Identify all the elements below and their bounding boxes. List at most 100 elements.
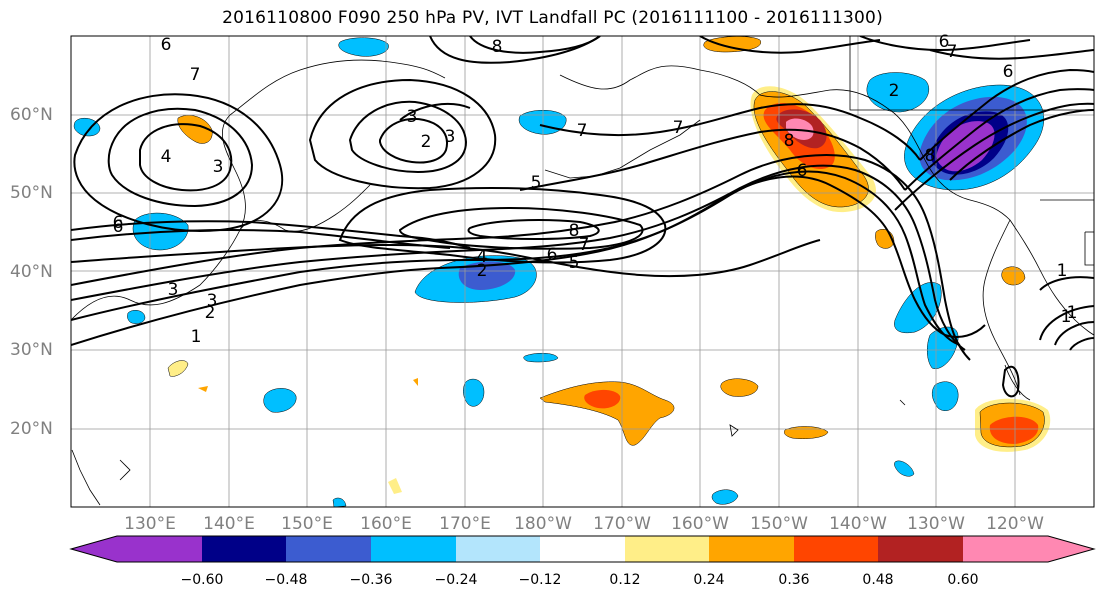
contour-label: 4 (161, 147, 172, 167)
lon-label: 150°E (281, 514, 333, 534)
lon-label: 130°W (907, 514, 965, 534)
contour-line (139, 123, 233, 192)
contour-line (469, 36, 601, 54)
positive-anomaly-patch (388, 478, 402, 494)
contour-label: 3 (445, 127, 456, 147)
colorbar-bin (540, 536, 625, 562)
coastlines (71, 36, 1094, 506)
contour-line (919, 68, 1094, 161)
contour-line (539, 103, 921, 161)
contour-label: 2 (477, 261, 488, 281)
positive-anomaly-patch (989, 416, 1039, 444)
contour-line (1039, 276, 1094, 291)
colorbar-bin (625, 536, 709, 562)
contour-label: 8 (569, 221, 580, 241)
colorbar-extension-low (71, 536, 117, 562)
negative-anomaly-patch (463, 378, 485, 407)
contour-line (379, 118, 448, 164)
contour-label: 3 (213, 157, 224, 177)
contour-label: 7 (947, 42, 958, 62)
contour-label: 5 (531, 173, 542, 193)
contour-label: 6 (547, 245, 558, 265)
negative-anomaly-patch (332, 497, 347, 507)
negative-anomaly-patch (458, 261, 516, 290)
lon-label: 160°E (360, 514, 412, 534)
contour-line (71, 164, 966, 351)
contour-label: 7 (673, 118, 684, 138)
contour-line (1069, 337, 1094, 351)
colorbar-bin (202, 536, 286, 562)
lat-label: 50°N (10, 183, 53, 203)
contour-line (467, 219, 600, 240)
colorbar-outline (69, 535, 1096, 563)
colorbar-bin (371, 536, 456, 562)
contour-label: 6 (939, 32, 950, 52)
negative-anomaly-patch (338, 37, 389, 57)
contour-line (519, 128, 906, 191)
colorbar-bin (963, 536, 1048, 562)
contour-line (904, 88, 1094, 191)
contour-label: 7 (190, 65, 201, 85)
colorbar-bin (878, 536, 963, 562)
positive-anomaly-patch (784, 426, 829, 439)
contour-label: 3 (168, 280, 179, 300)
negative-anomaly-patch (73, 117, 101, 137)
contour-line (71, 220, 471, 249)
contour-line (398, 206, 644, 250)
negative-anomaly-patch (894, 282, 942, 334)
lat-label: 20°N (10, 419, 53, 439)
contour-label: 2 (205, 303, 216, 323)
lon-label: 140°E (203, 514, 255, 534)
map-title: 2016110800 F090 250 hPa PV, IVT Landfall… (222, 8, 883, 28)
negative-anomaly-patch (127, 310, 146, 324)
contour-line (859, 36, 1031, 52)
contour-label: 7 (579, 235, 590, 255)
lat-label: 30°N (10, 340, 53, 360)
colorbar-extension-high (1048, 536, 1094, 562)
negative-anomaly-patch (263, 388, 297, 413)
contour-label: 2 (889, 81, 900, 101)
contour-line (1001, 365, 1020, 398)
contour-line (1054, 321, 1094, 346)
lon-label: 180°W (514, 514, 572, 534)
positive-anomaly-patch (584, 389, 621, 409)
colorbar-bin (456, 536, 540, 562)
contour-line (399, 103, 471, 121)
colorbar-bin (794, 536, 878, 562)
contour-label: 2 (421, 132, 432, 152)
negative-anomaly-patch (894, 460, 915, 477)
positive-anomaly-patch (703, 36, 762, 53)
contour-label: 6 (797, 161, 808, 181)
contour-label: 4 (477, 247, 488, 267)
contour-line (73, 93, 284, 232)
lon-label: 150°W (750, 514, 808, 534)
contour-line (308, 78, 497, 190)
contour-line (699, 36, 881, 54)
negative-anomaly-patch (523, 353, 559, 363)
negative-anomaly-patch (866, 72, 930, 113)
colorbar-tick: 0.60 (947, 572, 979, 588)
lon-label: 170°W (593, 514, 651, 534)
colorbar-tick: −0.12 (518, 572, 562, 588)
contour-line (1039, 305, 1094, 341)
contour-label: 6 (161, 35, 172, 55)
lon-label: 120°W (986, 514, 1044, 534)
lat-label: 40°N (10, 262, 53, 282)
contour-label: 1 (1061, 307, 1072, 327)
contour-label: 3 (207, 291, 218, 311)
negative-anomaly-patch (936, 121, 995, 172)
graticule (71, 36, 1094, 507)
lon-label: 170°E (439, 514, 491, 534)
colorbar-tick: −0.48 (264, 572, 308, 588)
colorbar-tick: −0.60 (180, 572, 224, 588)
contour-label: 8 (492, 37, 503, 57)
contour-label: 1 (191, 327, 202, 347)
colorbar-tick: −0.24 (434, 572, 478, 588)
colorbar (69, 535, 1096, 563)
contour-label: 6 (113, 213, 124, 233)
contour-line (71, 170, 961, 346)
positive-anomaly-patch (413, 378, 418, 386)
contour-line (71, 239, 821, 278)
